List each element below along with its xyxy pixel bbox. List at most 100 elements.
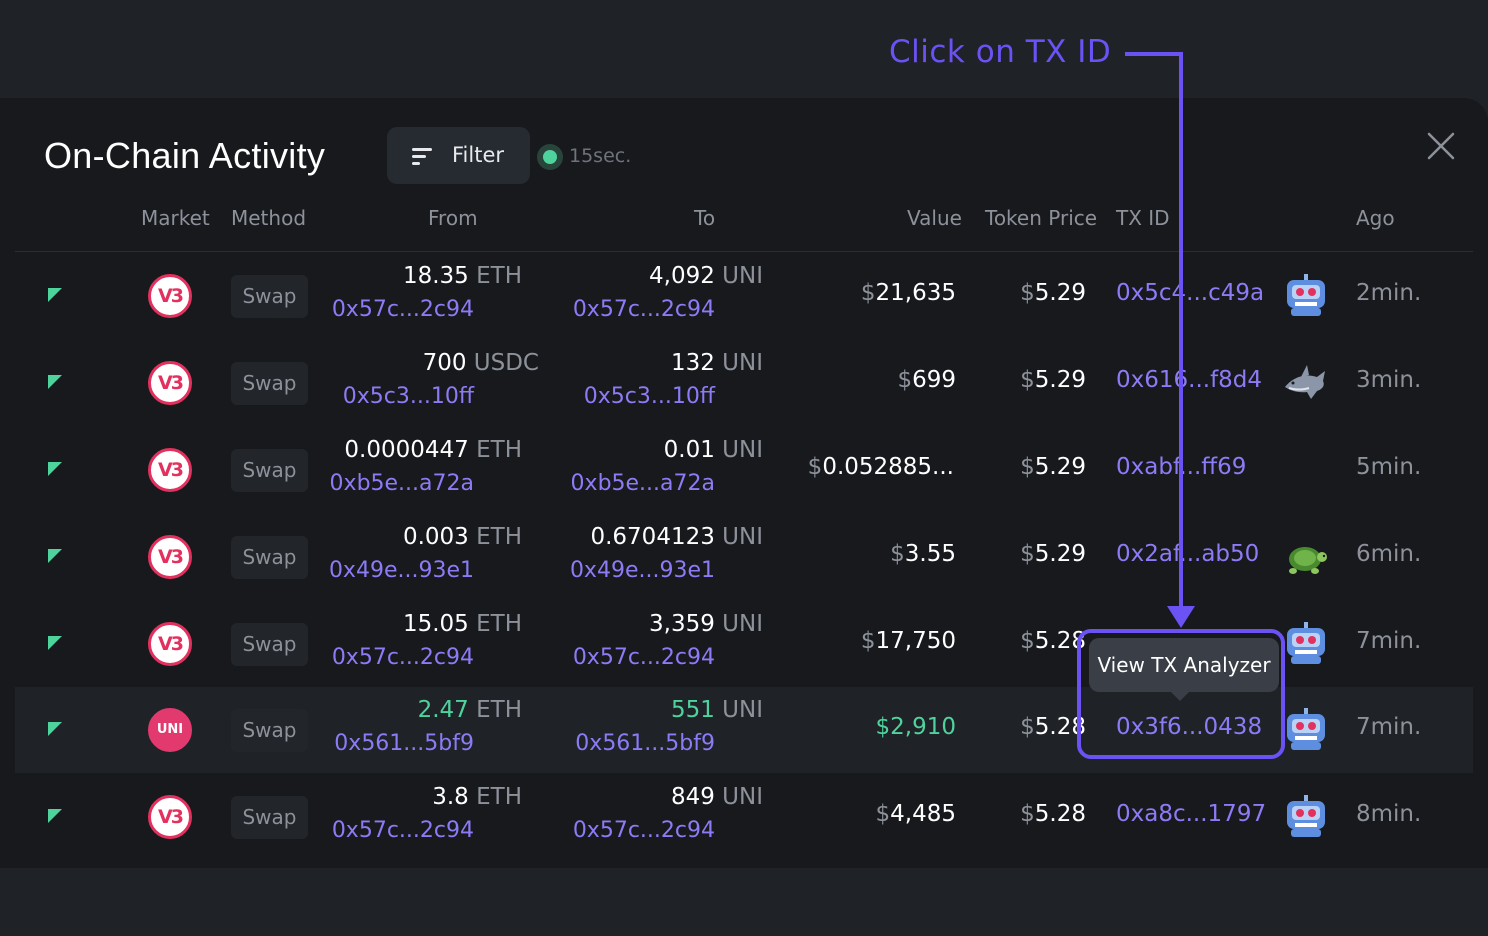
from-amount: 2.47 ETH [417,697,522,723]
from-amount: 15.05 ETH [402,611,522,637]
column-header-tx-id: TX ID [1116,206,1170,230]
tx-id-link[interactable]: 0x3f6...0438 [1116,714,1263,740]
table-row[interactable]: V3 Swap 15.05 ETH 0x57c...2c94 3,359 UNI… [0,601,1488,687]
trend-arrow-icon [48,462,62,476]
column-header-to: To [694,206,716,230]
uniswap-v3-icon: V3 [148,795,192,839]
robot-icon [1287,708,1325,750]
trend-arrow-icon [48,375,62,389]
from-amount: 0.003 ETH [402,524,522,550]
ago-cell: 5min. [1356,454,1422,480]
tx-id-focus-highlight [1077,629,1285,759]
uniswap-icon: UNI [148,708,192,752]
ago-cell: 8min. [1356,801,1422,827]
tx-analyzer-tooltip: View TX Analyzer [1089,638,1279,692]
table-row[interactable]: V3 Swap 18.35 ETH 0x57c...2c94 4,092 UNI… [0,253,1488,339]
method-badge: Swap [231,536,308,579]
method-badge: Swap [231,709,308,752]
to-address-link[interactable]: 0x57c...2c94 [572,818,715,843]
to-amount: 551 UNI [670,697,763,723]
from-address-link[interactable]: 0xb5e...a72a [329,471,474,496]
uniswap-v3-icon: V3 [148,622,192,666]
to-address-link[interactable]: 0x49e...93e1 [569,558,715,583]
robot-icon [1287,622,1325,664]
from-address-link[interactable]: 0x57c...2c94 [331,645,474,670]
table-row[interactable]: V3 Swap 3.8 ETH 0x57c...2c94 849 UNI 0x5… [0,774,1488,860]
from-address-link[interactable]: 0x57c...2c94 [331,297,474,322]
tx-id-link[interactable]: 0x616...f8d4 [1116,367,1263,393]
trend-arrow-icon [48,809,62,823]
from-address-link[interactable]: 0x49e...93e1 [328,558,474,583]
value-cell: $2,910 [875,714,957,740]
column-header-value: Value [907,206,962,230]
to-address-link[interactable]: 0xb5e...a72a [570,471,715,496]
to-amount: 0.01 UNI [663,437,763,463]
tx-id-link[interactable]: 0xa8c...1797 [1116,801,1267,827]
trend-arrow-icon [48,722,62,736]
to-address-link[interactable]: 0x57c...2c94 [572,645,715,670]
from-address-link[interactable]: 0x561...5bf9 [334,731,474,756]
refresh-status-icon [537,144,563,170]
ago-cell: 7min. [1356,714,1422,740]
close-icon[interactable] [1426,131,1456,161]
table-row[interactable]: V3 Swap 700 USDC 0x5c3...10ff 132 UNI 0x… [0,340,1488,426]
tooltip-tail [1170,691,1190,701]
uniswap-v3-icon: V3 [148,448,192,492]
token-price-cell: $5.28 [1020,801,1086,827]
to-amount: 849 UNI [670,784,763,810]
column-header-ago: Ago [1356,206,1395,230]
filter-icon [412,148,432,165]
token-price-cell: $5.29 [1020,280,1086,306]
to-amount: 132 UNI [670,350,763,376]
method-badge: Swap [231,362,308,405]
uniswap-v3-icon: V3 [148,274,192,318]
trend-arrow-icon [48,549,62,563]
column-header-token-price: Token Price [985,206,1098,230]
value-cell: $17,750 [860,628,956,654]
from-amount: 700 USDC [422,350,539,376]
token-price-cell: $5.29 [1020,541,1086,567]
column-header-market: Market [141,206,210,230]
panel-title: On-Chain Activity [44,135,326,176]
uniswap-v3-icon: V3 [148,361,192,405]
on-chain-activity-panel: On-Chain Activity Filter 15sec. Market M… [0,98,1488,868]
from-amount: 3.8 ETH [432,784,522,810]
to-amount: 3,359 UNI [649,611,763,637]
to-address-link[interactable]: 0x57c...2c94 [572,297,715,322]
annotation-arrow-icon [1167,606,1195,628]
ago-cell: 6min. [1356,541,1422,567]
token-price-cell: $5.29 [1020,454,1086,480]
token-price-cell: $5.29 [1020,367,1086,393]
to-amount: 4,092 UNI [649,263,763,289]
annotation-label: Click on TX ID [889,34,1112,70]
column-header-method: Method [231,206,307,230]
ago-cell: 2min. [1356,280,1422,306]
trend-arrow-icon [48,288,62,302]
table-header: Market Method From To Value Token Price … [0,206,1488,242]
value-cell: $3.55 [890,541,956,567]
method-badge: Swap [231,275,308,318]
header-divider [15,251,1473,252]
table-row[interactable]: V3 Swap 0.003 ETH 0x49e...93e1 0.6704123… [0,514,1488,600]
method-badge: Swap [231,623,308,666]
from-address-link[interactable]: 0x5c3...10ff [342,384,474,409]
filter-button[interactable]: Filter [387,127,530,184]
from-address-link[interactable]: 0x57c...2c94 [331,818,474,843]
tx-id-link[interactable]: 0x2af...ab50 [1116,541,1260,567]
method-badge: Swap [231,449,308,492]
annotation-connector-vertical [1179,55,1183,615]
trend-arrow-icon [48,636,62,650]
to-address-link[interactable]: 0x5c3...10ff [583,384,715,409]
to-amount: 0.6704123 UNI [590,524,763,550]
table-row[interactable]: V3 Swap 0.0000447 ETH 0xb5e...a72a 0.01 … [0,427,1488,513]
ago-cell: 7min. [1356,628,1422,654]
value-cell: $0.052885... [807,454,954,480]
from-amount: 0.0000447 ETH [344,437,522,463]
tx-id-link[interactable]: 0x5c4...c49a [1116,280,1265,306]
shark-icon [1285,365,1325,399]
value-cell: $21,635 [860,280,956,306]
turtle-icon [1289,547,1327,574]
to-address-link[interactable]: 0x561...5bf9 [575,731,715,756]
uniswap-v3-icon: V3 [148,535,192,579]
filter-label: Filter [452,143,505,167]
